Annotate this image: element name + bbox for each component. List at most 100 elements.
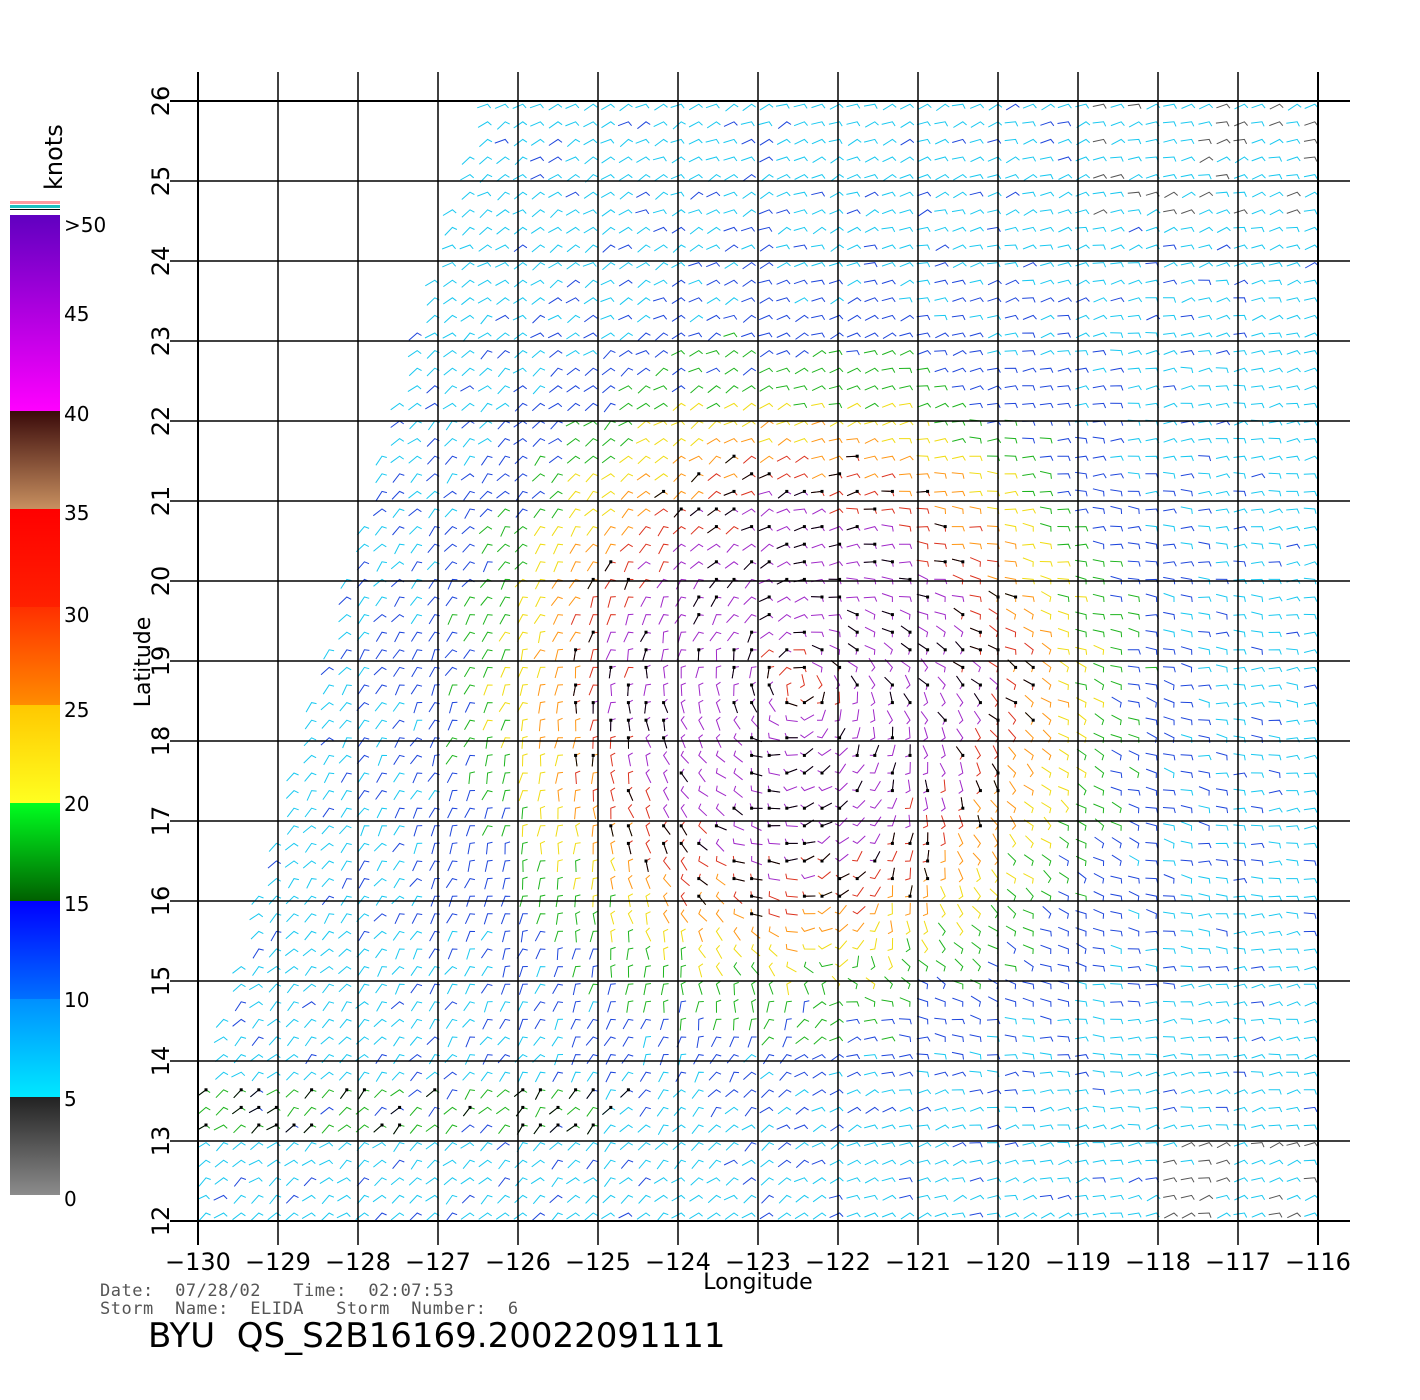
wind-barb xyxy=(215,1089,229,1099)
wind-barb xyxy=(1022,909,1034,919)
wind-barb xyxy=(707,1194,722,1204)
wind-barb xyxy=(1163,611,1176,620)
wind-barb xyxy=(881,385,896,391)
wind-barb xyxy=(1215,385,1230,391)
wind-barb xyxy=(1251,966,1265,972)
wind-barb xyxy=(1023,873,1034,884)
wind-barb xyxy=(884,658,894,673)
rain-flagged-barb xyxy=(874,851,881,862)
wind-barb xyxy=(882,103,897,111)
wind-barb xyxy=(970,121,985,128)
wind-barb xyxy=(622,1018,634,1030)
wind-barb xyxy=(1039,244,1054,250)
wind-barb xyxy=(830,297,844,305)
wind-barb xyxy=(916,611,929,620)
rain-flagged-barb xyxy=(769,807,781,810)
rain-flag-dot xyxy=(767,560,771,564)
wind-barb xyxy=(706,367,721,374)
wind-barb xyxy=(1303,209,1318,215)
wind-barb xyxy=(645,911,651,925)
wind-barb xyxy=(1024,694,1034,708)
rain-flag-dot xyxy=(961,613,965,617)
wind-barb xyxy=(776,1124,791,1130)
wind-barb xyxy=(537,683,546,696)
wind-barb xyxy=(766,1000,775,1013)
colorbar-band xyxy=(10,509,60,607)
wind-barb xyxy=(447,719,458,731)
rain-flagged-barb xyxy=(821,891,833,897)
wind-barb xyxy=(1058,226,1073,233)
wind-barb xyxy=(1180,332,1195,338)
wind-barb xyxy=(572,736,581,749)
wind-barb xyxy=(1162,860,1176,866)
wind-barb xyxy=(863,279,878,285)
wind-barb xyxy=(337,930,352,939)
wind-barb xyxy=(671,156,686,164)
wind-barb xyxy=(1180,930,1194,937)
wind-barb xyxy=(670,191,685,197)
wind-barb xyxy=(916,367,931,373)
wind-barb xyxy=(1198,525,1211,532)
wind-barb xyxy=(1058,748,1069,761)
wind-barb xyxy=(768,767,781,776)
wind-barb xyxy=(357,966,370,976)
wind-barb xyxy=(284,1159,299,1167)
wind-barb xyxy=(477,262,492,268)
wind-barb xyxy=(495,279,510,286)
wind-barb xyxy=(1058,821,1069,831)
wind-barb xyxy=(881,999,894,1007)
wind-barb xyxy=(496,473,510,482)
wind-barb xyxy=(1075,838,1087,849)
wind-barb xyxy=(1268,367,1283,373)
wind-barb xyxy=(623,666,634,678)
wind-barb xyxy=(707,490,722,500)
wind-barb xyxy=(390,1018,405,1027)
wind-barb xyxy=(339,1054,352,1064)
wind-barb xyxy=(1303,438,1318,444)
rain-flagged-barb xyxy=(881,559,893,563)
wind-barb xyxy=(1268,895,1282,901)
wind-barb xyxy=(1128,909,1140,919)
wind-barb xyxy=(411,578,423,590)
rain-flagged-barb xyxy=(988,713,999,721)
wind-barb xyxy=(645,893,651,908)
wind-barb xyxy=(1286,1071,1300,1078)
wind-barb xyxy=(1025,835,1034,849)
wind-barb xyxy=(814,1018,827,1029)
wind-barb xyxy=(1180,1053,1194,1060)
wind-barb xyxy=(356,526,370,536)
wind-barb xyxy=(1303,649,1318,655)
wind-barb xyxy=(670,174,685,180)
wind-barb xyxy=(589,719,599,731)
wind-barb xyxy=(592,910,598,925)
wind-barb xyxy=(1092,244,1106,250)
wind-barb xyxy=(1057,1070,1071,1078)
wind-barb xyxy=(1215,1071,1230,1077)
wind-barb xyxy=(462,1071,475,1081)
rain-flag-dot xyxy=(802,577,806,581)
wind-barb xyxy=(723,121,738,127)
wind-barb xyxy=(518,790,528,802)
rain-flag-dot xyxy=(433,1088,437,1092)
wind-barb xyxy=(340,860,352,871)
wind-barb xyxy=(969,350,984,356)
wind-barb xyxy=(1163,367,1178,373)
wind-barb xyxy=(636,473,651,481)
wind-barb xyxy=(882,156,897,163)
wind-barb xyxy=(740,438,755,443)
rain-flagged-barb xyxy=(970,627,981,633)
wind-barb xyxy=(1215,664,1228,673)
wind-barb xyxy=(936,103,950,112)
wind-barb xyxy=(551,526,563,537)
wind-barb xyxy=(410,543,423,554)
wind-barb xyxy=(499,1018,511,1030)
wind-barb xyxy=(1110,1071,1124,1078)
wind-barb xyxy=(680,803,688,818)
wind-barb xyxy=(881,455,896,461)
wind-barb xyxy=(1268,526,1283,531)
wind-barb xyxy=(899,385,914,391)
wind-barb xyxy=(1092,576,1105,585)
wind-barb xyxy=(715,927,723,941)
wind-barb xyxy=(531,191,545,200)
wind-barb xyxy=(1180,894,1193,902)
